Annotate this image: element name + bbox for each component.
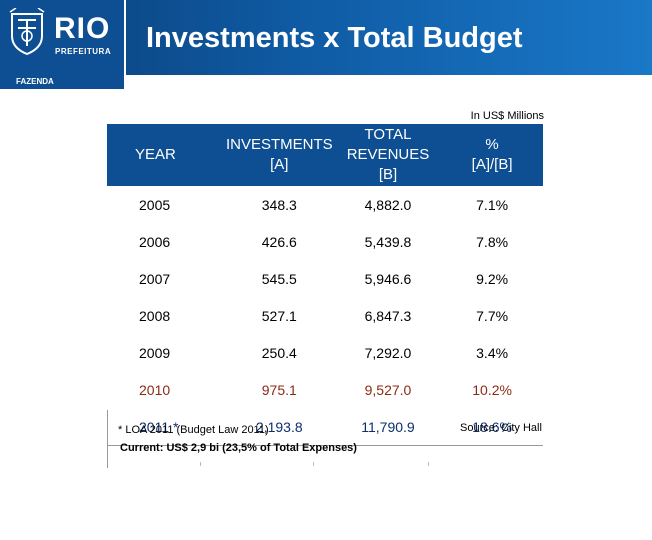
cell-percent: 7.8% [476,233,509,250]
footnote: * LOA 2011 (Budget Law 2011) [118,424,269,436]
cell-percent: 9.2% [476,270,509,287]
table-body: 2005 348.3 4,882.0 7.1% 2006 426.6 5,439.8 7.8%… [107,186,543,446]
page-title: Investments x Total Budget [146,22,523,54]
department-label: FAZENDA [0,75,124,89]
column-header-percent: % [A]/[B] [441,124,543,186]
table-row: 2011 * 2,193.8 11,790.9 18.6% [107,408,543,446]
current-note: Current: US$ 2,9 bi (23,5% of Total Expe… [120,442,357,454]
cell-investments: 527.1 [261,307,297,324]
table-row: 2010 975.1 9,527.0 10.2% [107,371,543,408]
divider [313,462,314,466]
logo: RIO PREFEITURA [0,0,126,75]
table-header-row: YEAR INVESTMENTS [A] TOTAL REVENUES [B] % [A… [107,124,543,186]
column-header-year: YEAR [107,124,224,186]
header-banner: RIO PREFEITURA Investments x Total Budge… [0,0,652,75]
cell-revenues: 11,790.9 [334,408,442,446]
cell-revenues: 9,527.0 [364,381,412,398]
table-row: 2005 348.3 4,882.0 7.1% [107,186,543,223]
column-header-investments: INVESTMENTS [A] [223,124,335,186]
cell-percent: 10.2% [472,381,512,398]
column-header-revenues: TOTAL REVENUES [B] [334,124,442,186]
cell-investments: 2,193.8 [223,408,335,446]
notes-box: * LOA 2011 (Budget Law 2011) Current: US… [107,410,544,468]
logo-subtext: PREFEITURA [55,47,112,56]
cell-investments: 975.1 [261,381,297,398]
cell-revenues: 4,882.0 [364,196,412,213]
cell-year: 2011 * [107,408,224,446]
table-row: 2009 250.4 7,292.0 3.4% [107,334,543,371]
cell-year: 2008 [139,307,171,324]
cell-revenues: 7,292.0 [364,344,412,361]
table-row: 2007 545.5 5,946.6 9.2% [107,260,543,297]
cell-investments: 250.4 [261,344,297,361]
cell-investments: 545.5 [261,270,297,287]
cell-year: 2010 [139,381,171,398]
source-note: Source: City Hall [460,422,542,434]
crest-icon [9,8,45,56]
subheader-bar [0,75,652,89]
cell-year: 2007 [139,270,171,287]
units-note: In US$ Millions [470,110,544,122]
cell-percent: 7.7% [476,307,509,324]
logo-text: RIO [54,12,111,45]
cell-investments: 426.6 [261,233,297,250]
divider [428,462,429,466]
cell-year: 2005 [139,196,171,213]
cell-year: 2006 [139,233,171,250]
cell-revenues: 5,439.8 [364,233,412,250]
budget-table: YEAR INVESTMENTS [A] TOTAL REVENUES [B] % [A… [107,124,543,446]
cell-percent: 18.6% [441,408,543,446]
cell-year: 2009 [139,344,171,361]
cell-revenues: 5,946.6 [364,270,412,287]
table-row: 2008 527.1 6,847.3 7.7% [107,297,543,334]
cell-percent: 3.4% [476,344,509,361]
cell-percent: 7.1% [476,196,509,213]
cell-revenues: 6,847.3 [364,307,412,324]
cell-investments: 348.3 [261,196,297,213]
table-row: 2006 426.6 5,439.8 7.8% [107,223,543,260]
budget-table-container: YEAR INVESTMENTS [A] TOTAL REVENUES [B] % [A… [107,124,543,446]
divider [200,462,201,466]
